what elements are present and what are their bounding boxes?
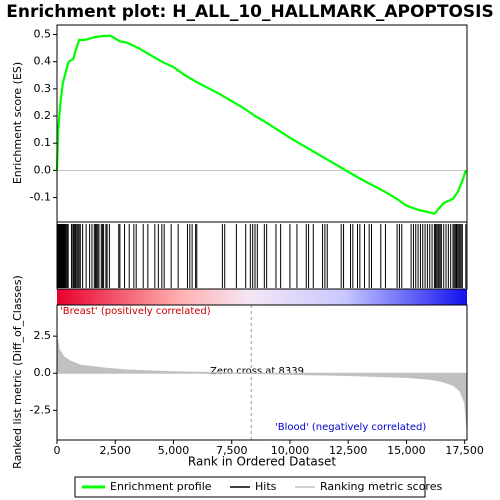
chart-title: Enrichment plot: H_ALL_10_HALLMARK_APOPT… (6, 2, 494, 22)
metric-area (56, 336, 468, 430)
legend-label: Hits (255, 480, 277, 493)
plot-frame (56, 304, 468, 441)
x-tick-label: 12,500 (329, 444, 368, 457)
x-tick-label: 7,500 (216, 444, 248, 457)
y-tick-label: 0.4 (34, 55, 52, 68)
y-tick-label: 0.0 (34, 163, 52, 176)
legend-label: Enrichment profile (110, 480, 212, 493)
y-tick-label: -0.1 (30, 191, 51, 204)
zero-cross-label: Zero cross at 8339 (210, 366, 304, 377)
plot-frame (56, 24, 468, 290)
color-bar (57, 289, 467, 305)
x-tick-label: 0 (54, 444, 61, 457)
x-axis-label: Rank in Ordered Dataset (188, 455, 336, 469)
x-tick-label: 5,000 (158, 444, 190, 457)
y-tick-label: 0.3 (34, 82, 52, 95)
y-tick-label: 2.5 (34, 329, 52, 342)
y-tick-label: 0.0 (34, 366, 52, 379)
x-tick-label: 2,500 (99, 444, 131, 457)
positive-label: 'Breast' (positively correlated) (60, 306, 211, 317)
y-axis-label: Ranked list metric (Diff_of_Classes) (11, 275, 24, 469)
x-tick-label: 15,000 (387, 444, 426, 457)
x-tick-label: 17,500 (445, 444, 484, 457)
enrichment-line (55, 34, 467, 216)
y-tick-label: -2.5 (30, 403, 51, 416)
y-tick-label: 0.5 (34, 28, 52, 41)
x-tick-label: 10,000 (271, 444, 310, 457)
y-axis-label: Enrichment score (ES) (11, 62, 24, 184)
y-tick-label: 0.1 (34, 136, 52, 149)
legend-label: Ranking metric scores (320, 480, 442, 493)
y-tick-label: 0.2 (34, 109, 52, 122)
negative-label: 'Blood' (negatively correlated) (275, 422, 426, 433)
